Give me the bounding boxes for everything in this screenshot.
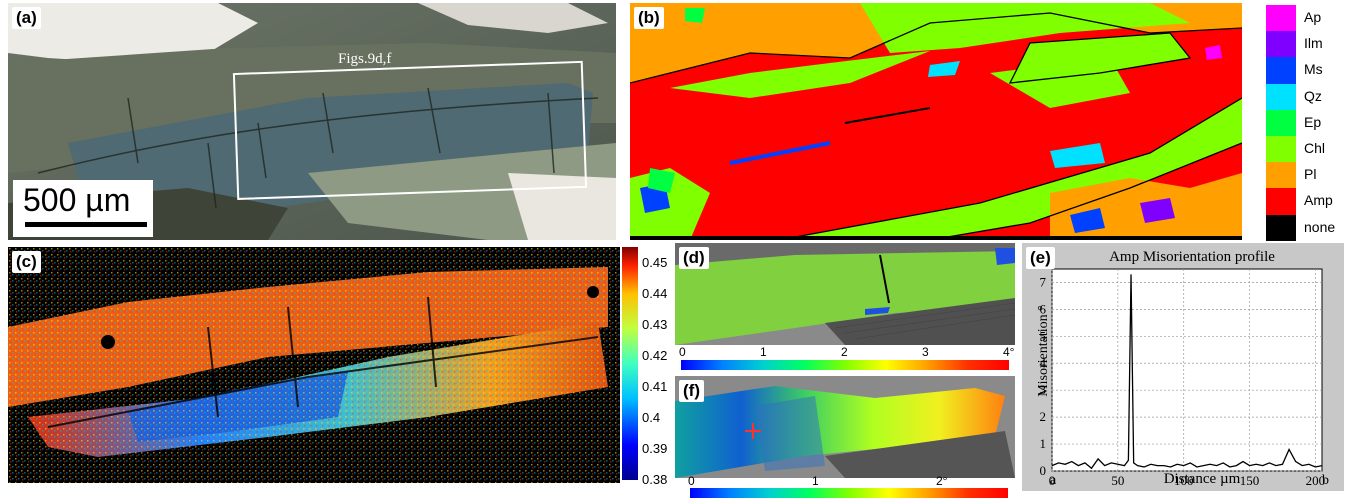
phase-legend-item: Chl [1266,135,1338,163]
misorientation-map-d [675,243,1015,345]
scale-tick-label: 2° [936,474,948,488]
colorbar-tick-label: 0.41 [642,378,668,394]
phase-name: Qz [1304,87,1322,104]
x-tick-label: 100 [1174,473,1194,488]
colorbar-c [622,247,638,480]
colorbar-tick-label: 0.4 [642,409,661,425]
phase-name: Ms [1304,61,1323,78]
x-tick-label: 200 [1306,473,1326,488]
phase-legend-item: Qz [1266,83,1338,110]
phase-swatch [1266,57,1296,84]
phase-legend: Ap Ilm Ms Qz Ep Chl Pl Amp none [1266,5,1338,241]
phase-legend-item: Ap [1266,5,1338,32]
scale-tick-label: 4° [1003,345,1015,359]
panel-d-misorientation-map: (d) [675,243,1015,345]
phase-name: Ilm [1304,35,1323,52]
y-tick-label: 3 [1040,382,1047,397]
phase-name: none [1304,218,1336,235]
profile-start-label: a [1050,473,1057,488]
profile-chart: 0 50 100 150 200 0 1 2 3 4 5 6 7 [1040,268,1326,488]
phase-legend-item: Ilm [1266,31,1338,58]
scale-tick-label: 0 [688,474,695,488]
scale-tick-label: 0 [679,345,686,359]
phase-swatch [1266,5,1296,32]
panel-e-misorientation-profile: Amp Misorientation profile 0 50 100 150 200 0… [1022,243,1344,491]
colorbar-tick-label: 0.39 [642,440,668,456]
phase-swatch [1266,214,1296,241]
y-tick-label: 6 [1040,301,1047,316]
chart-title: Amp Misorientation profile [1109,249,1275,265]
scale-tick-label: 1 [760,345,767,359]
phase-name: Amp [1304,192,1333,209]
colorbar-tick-label: 0.38 [642,472,668,487]
panel-b-phase-map: (b) [630,3,1242,240]
scale-tick-label: 1 [812,474,819,488]
profile-end-label: b [1322,473,1329,488]
y-tick-label: 1 [1040,436,1047,451]
scale-f-rainbow [690,488,1008,498]
phase-swatch [1266,188,1296,215]
phase-legend-item: Ep [1266,109,1338,136]
x-tick-label: 0 [1049,473,1056,488]
panel-f-misorientation-map: (f) [675,376,1015,478]
scale-bar-box: 500 µm [13,180,153,237]
y-tick-label: 0 [1040,463,1047,478]
panel-a-label: (a) [12,7,41,29]
panel-d-label: (d) [679,247,709,269]
colorbar-tick-label: 0.44 [642,285,668,301]
scale-bar-text: 500 µm [23,182,131,218]
y-tick-label: 7 [1040,274,1047,289]
phase-legend-item: none [1266,214,1338,241]
phase-name: Pl [1304,166,1317,183]
scale-bar [25,222,147,227]
panel-c-label: (c) [12,251,41,273]
chart-xlabel: Distance µm [1163,471,1241,487]
colorbar-tick-label: 0.45 [642,254,668,270]
inset-figure-label: Figs.9d,f [338,51,392,67]
y-tick-label: 5 [1040,328,1047,343]
scale-tick-label: 2 [841,345,848,359]
y-tick-label: 4 [1040,355,1047,370]
phase-legend-item: Ms [1266,57,1338,84]
phase-swatch [1266,31,1296,58]
panel-e-label: (e) [1026,247,1055,269]
panel-a-micrograph: (a) Figs.9d,f 500 µm [8,3,616,240]
phase-map-image [630,3,1242,240]
phase-legend-item: Amp [1266,188,1338,215]
scale-d-rainbow [681,360,1009,370]
phase-name: Ap [1304,9,1322,25]
phase-swatch [1266,109,1296,136]
phase-name: Chl [1304,139,1326,156]
phase-name: Ep [1304,113,1322,130]
y-tick-label: 2 [1040,409,1047,424]
colorbar-tick-label: 0.42 [642,347,668,363]
panel-f-label: (f) [679,380,704,402]
phase-swatch [1266,83,1296,110]
scale-tick-label: 3 [922,345,929,359]
panel-b-label: (b) [634,7,664,29]
phase-swatch [1266,162,1296,189]
profile-line [1051,274,1323,470]
x-tick-label: 50 [1111,473,1124,488]
chart-ylabel: Misorientation ° [1036,305,1051,397]
plot-area [1051,268,1323,472]
x-tick-label: 150 [1240,473,1260,488]
band-contrast-image [8,247,620,483]
misorientation-map-f [675,376,1015,478]
phase-swatch [1266,135,1296,163]
phase-legend-item: Pl [1266,162,1338,189]
colorbar-tick-label: 0.43 [642,316,668,332]
panel-c-band-contrast-map: (c) [8,247,620,483]
